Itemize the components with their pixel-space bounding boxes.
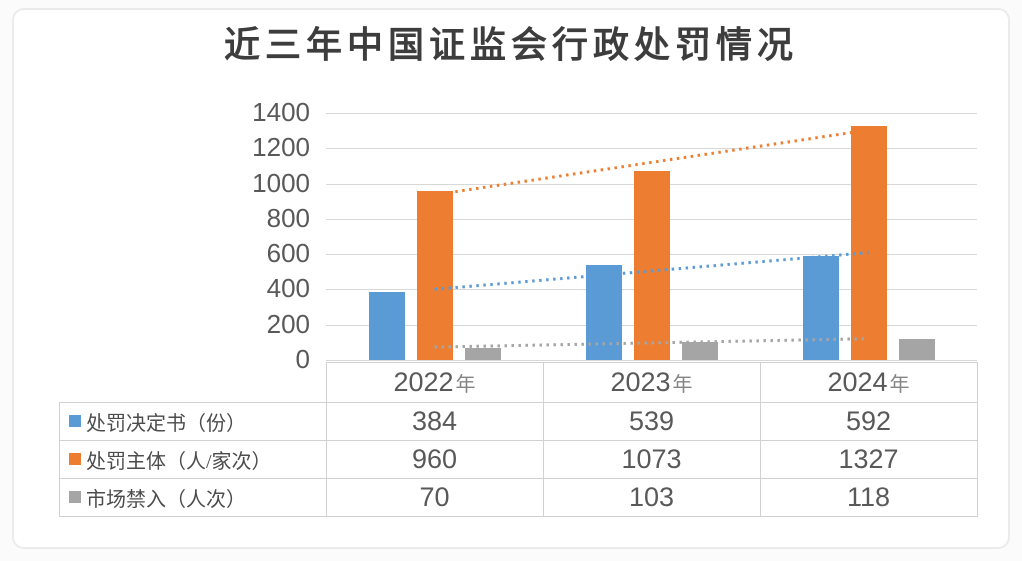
chart-title: 近三年中国证监会行政处罚情况 [223, 24, 798, 65]
chart-card [12, 8, 1010, 549]
